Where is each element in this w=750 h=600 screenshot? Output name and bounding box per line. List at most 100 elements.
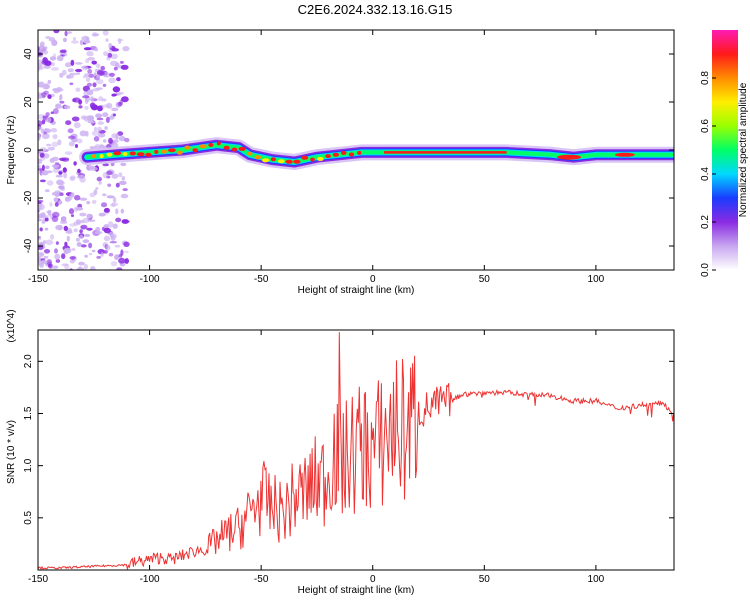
noise-blob (46, 117, 52, 123)
noise-blob (39, 41, 45, 48)
noise-blob (107, 183, 112, 187)
noise-blob (58, 200, 63, 205)
ridge-peak (223, 145, 230, 150)
noise-blob (42, 50, 49, 55)
noise-blob (45, 189, 50, 193)
noise-blob (43, 255, 49, 259)
noise-blob (64, 62, 72, 68)
noise-blob (98, 132, 106, 138)
ridge-peak (91, 154, 97, 159)
noise-blob (41, 164, 45, 171)
noise-blob (113, 66, 118, 71)
noise-blob (84, 105, 89, 110)
noise-blob (118, 253, 123, 258)
noise-blob (120, 162, 127, 167)
ridge-peak (216, 141, 221, 146)
noise-blob (86, 51, 94, 57)
noise-blob (71, 40, 79, 44)
ridge-peak (129, 151, 136, 156)
ridge-peak (261, 158, 270, 163)
ridge-peak (176, 150, 183, 155)
ridge-peak (254, 155, 262, 160)
spectrogram-ytick-label: 0 (23, 147, 34, 153)
noise-blob (102, 112, 109, 118)
noise-blob (124, 137, 130, 143)
snr-ytick-label: 2.0 (23, 354, 34, 368)
noise-blob (54, 202, 59, 207)
noise-blob (113, 139, 119, 143)
noise-blob (38, 238, 42, 241)
noise-blob (110, 53, 118, 59)
noise-blob (75, 237, 80, 242)
noise-blob (88, 252, 93, 256)
noise-blob (70, 59, 75, 66)
noise-blob (64, 151, 73, 156)
noise-blob (54, 190, 61, 193)
noise-blob (59, 220, 68, 225)
ridge-peak (270, 157, 276, 162)
noise-blob (45, 239, 54, 246)
noise-blob (75, 87, 81, 92)
noise-blob (120, 193, 129, 199)
spectrogram-xtick-label: -150 (28, 274, 48, 285)
noise-blob (43, 249, 51, 254)
noise-blob (46, 170, 53, 174)
noise-blob (38, 218, 42, 222)
snr-panel: -150 -100 -50 0 50 100 0.5 1.0 1.5 2.0 (x10^4) He… (6, 309, 675, 596)
noise-blob (77, 168, 81, 174)
noise-blob (53, 197, 59, 203)
ridge-peak (310, 157, 315, 162)
noise-blob (52, 211, 60, 218)
ridge-peak (301, 155, 309, 160)
noise-blob (123, 241, 130, 247)
noise-blob (63, 248, 69, 255)
noise-blob (56, 55, 64, 62)
snr-xtick-label: 100 (588, 574, 605, 585)
noise-blob (59, 100, 65, 104)
noise-blob (118, 180, 127, 185)
noise-blob (40, 172, 48, 176)
noise-blob (102, 83, 107, 87)
snr-xtick-label: 50 (479, 574, 491, 585)
noise-blob (90, 266, 96, 270)
noise-blob (58, 184, 65, 191)
noise-blob (91, 130, 99, 136)
noise-blob (39, 179, 46, 183)
noise-blob (89, 146, 96, 150)
noise-blob (79, 39, 84, 46)
spectrogram-xtick-label: -50 (254, 274, 269, 285)
noise-blob (111, 107, 119, 112)
noise-blob (46, 143, 52, 147)
noise-blob (76, 138, 83, 144)
snr-ticks: -150 -100 -50 0 50 100 0.5 1.0 1.5 2.0 (23, 330, 674, 585)
ridge-peak (316, 156, 324, 161)
noise-blob (105, 38, 109, 42)
noise-blob (46, 210, 52, 214)
ridge-peak (184, 145, 191, 150)
spectrogram-x-axis-label: Height of straight line (km) (298, 285, 415, 296)
noise-blob (98, 212, 106, 217)
colorbar-tick-label: 0.0 (700, 263, 711, 277)
ridge-peak (277, 159, 285, 164)
noise-blob (112, 223, 118, 229)
noise-blob (95, 113, 103, 118)
noise-blob (102, 30, 109, 36)
noise-blob (95, 187, 99, 190)
spectrogram-xtick-label: 50 (479, 274, 491, 285)
snr-frame (37, 329, 675, 571)
noise-blob (122, 46, 130, 52)
noise-blob (38, 134, 41, 138)
ridge-peak (325, 154, 331, 159)
noise-blob (100, 202, 108, 208)
noise-blob (121, 176, 126, 181)
noise-blob (78, 261, 85, 266)
noise-blob (103, 224, 109, 229)
noise-blob (79, 212, 87, 217)
noise-blob (96, 176, 103, 182)
noise-blob (91, 249, 96, 253)
noise-blob (75, 62, 83, 65)
noise-blob (76, 242, 82, 247)
noise-blob (58, 95, 62, 101)
noise-blob (83, 47, 92, 51)
